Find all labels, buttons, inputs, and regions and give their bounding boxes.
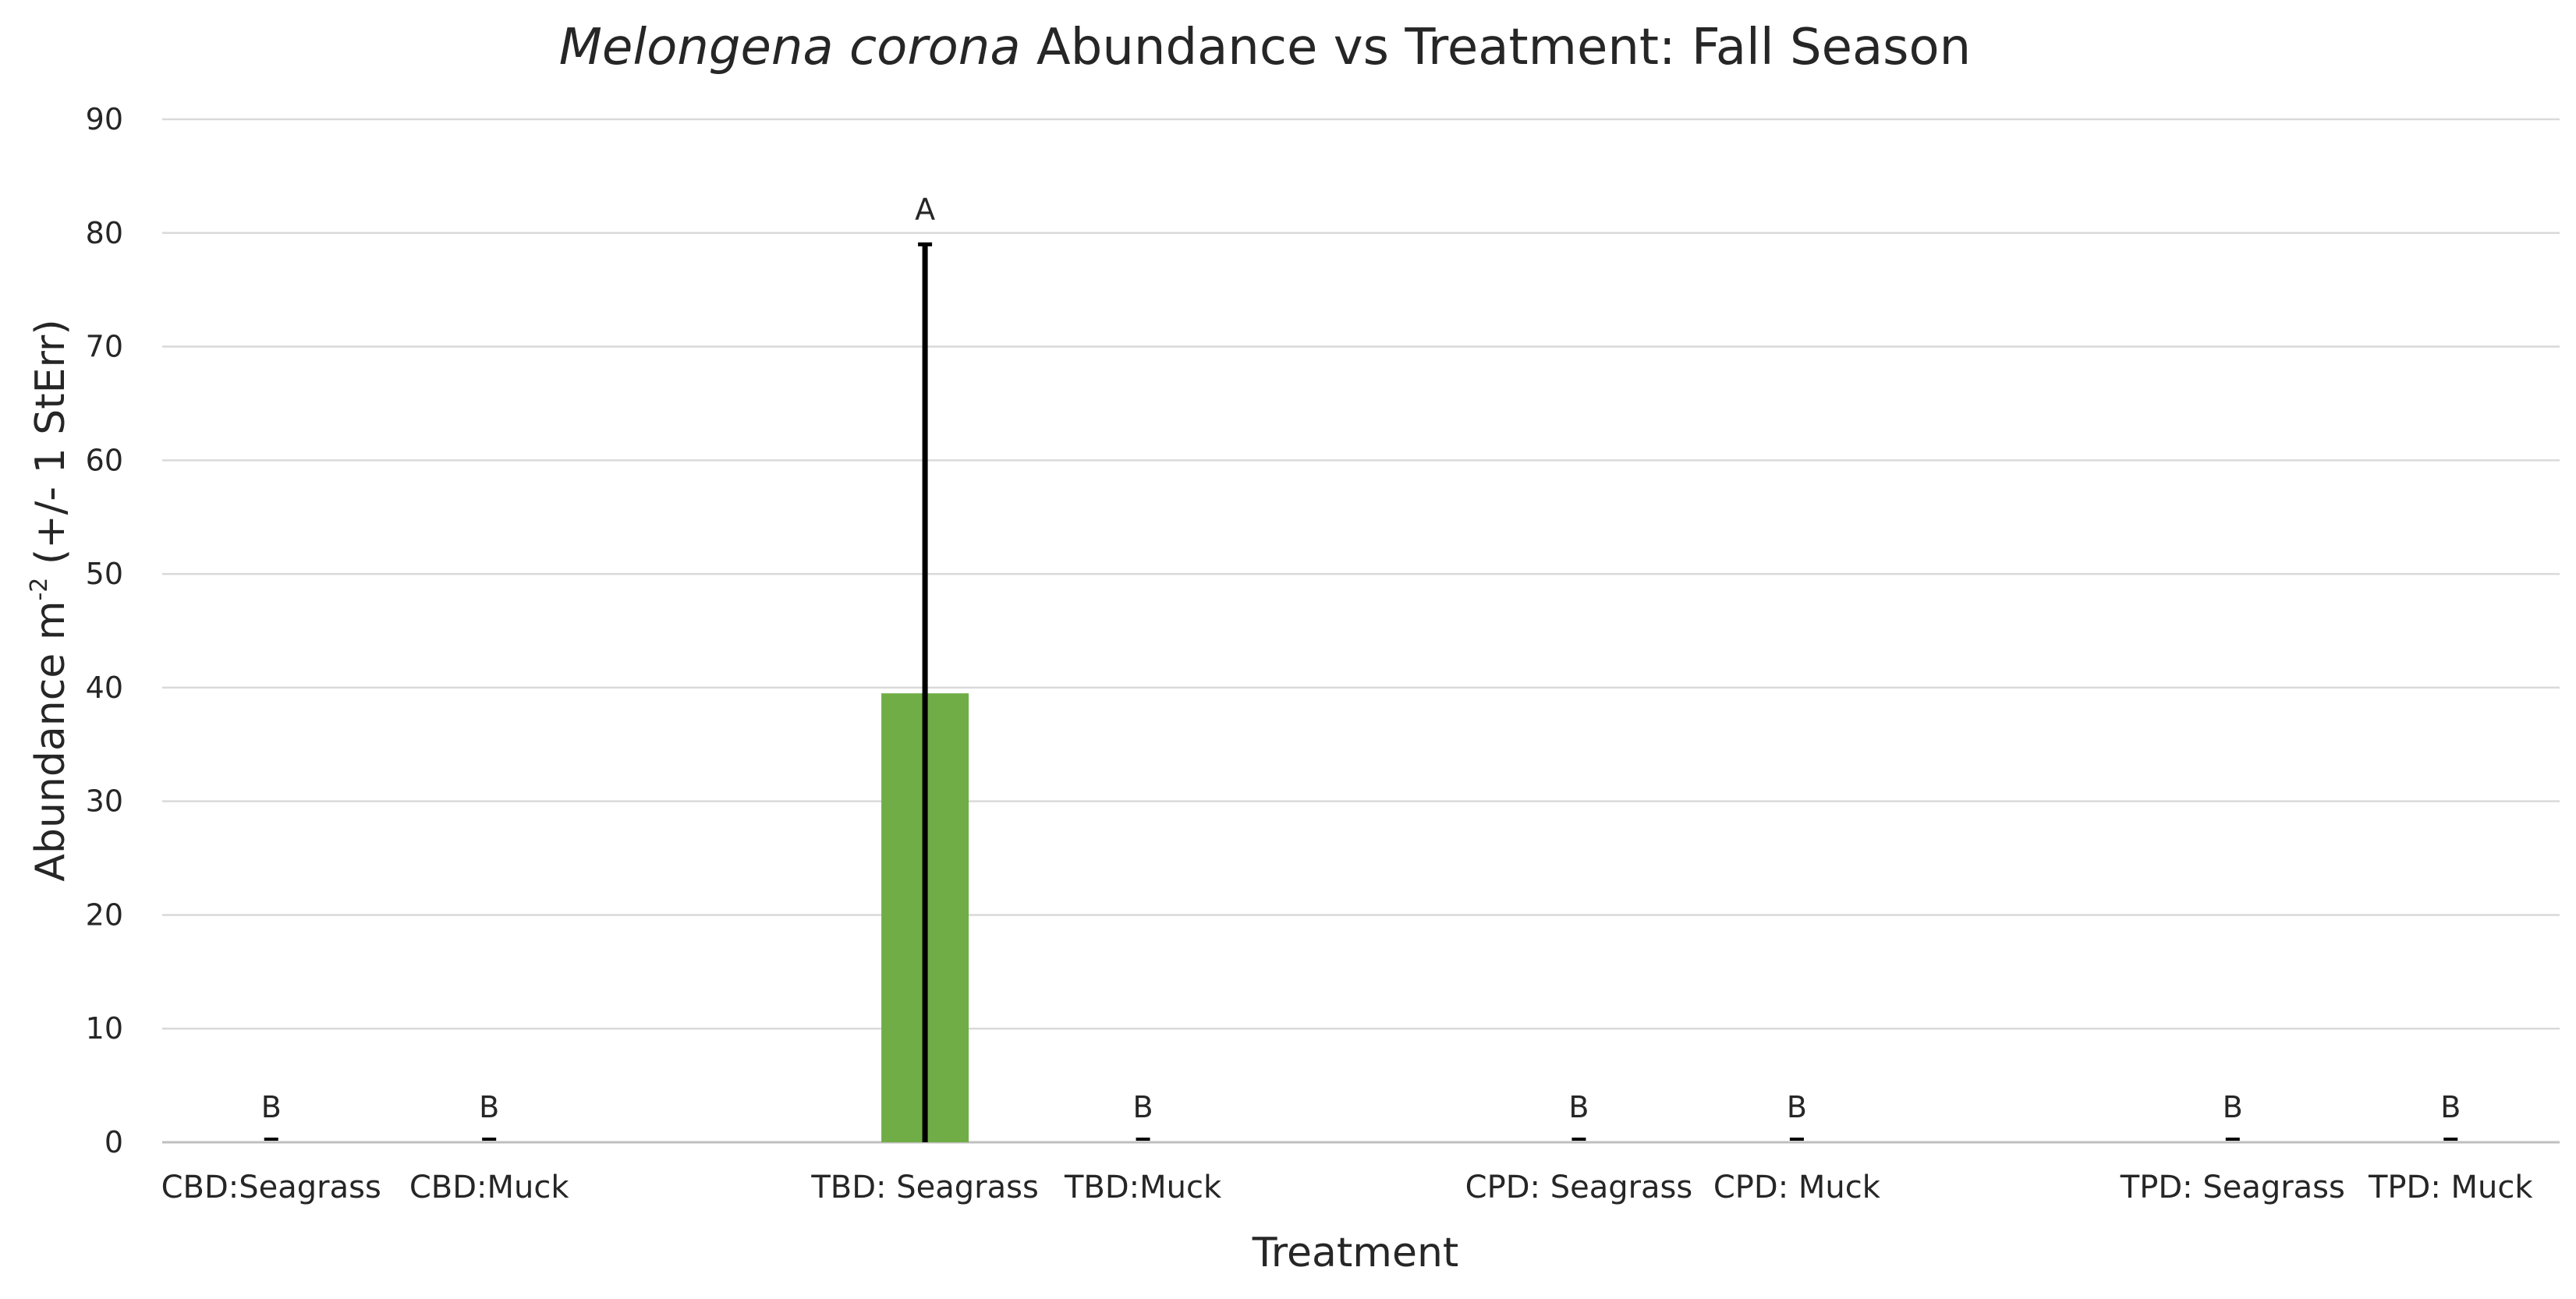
y-tick-label: 20: [86, 897, 123, 932]
y-tick-label: 70: [86, 330, 123, 364]
y-axis-ticks: 0 10 20 30 40 50 60 70 80 90: [86, 102, 123, 1159]
y-tick-label: 40: [86, 671, 123, 705]
y-tick-label: 0: [105, 1125, 123, 1159]
y-tick-label: 10: [86, 1011, 123, 1046]
y-tick-label: 60: [86, 443, 123, 477]
y-tick-label: 30: [86, 784, 123, 819]
gridlines: [162, 118, 2560, 1144]
chart-title: Melongena corona Abundance vs Treatment:…: [559, 19, 1971, 76]
significance-label: B: [1787, 1090, 1807, 1124]
y-tick-label: 80: [86, 216, 123, 250]
error-bars: [264, 242, 2458, 1142]
chart-title-italic: Melongena corona: [559, 19, 1021, 76]
x-axis-categories: CBD:Seagrass CBD:Muck TBD: Seagrass TBD:Muc…: [161, 1170, 2534, 1205]
x-tick-label: TBD: Seagrass: [810, 1170, 1038, 1205]
y-tick-label: 90: [86, 102, 123, 136]
x-tick-label: CPD: Muck: [1713, 1170, 1881, 1205]
significance-labels: B B A B B B B B: [261, 192, 2461, 1124]
y-axis-title-tail: (+/- 1 StErr): [27, 319, 74, 577]
significance-label: B: [479, 1090, 499, 1124]
significance-label: B: [2223, 1090, 2243, 1124]
chart-title-rest: Abundance vs Treatment: Fall Season: [1021, 19, 1972, 76]
x-tick-label: TPD: Seagrass: [2120, 1170, 2345, 1205]
y-tick-label: 50: [86, 557, 123, 591]
y-axis-title-main: Abundance m: [27, 601, 74, 882]
x-tick-label: CBD:Seagrass: [161, 1170, 381, 1205]
x-tick-label: CBD:Muck: [409, 1170, 570, 1205]
y-axis-title-sup: -2: [26, 578, 53, 601]
x-tick-label: TBD:Muck: [1064, 1170, 1222, 1205]
significance-label: A: [915, 192, 935, 226]
significance-label: B: [1133, 1090, 1153, 1124]
x-axis-title: Treatment: [1252, 1230, 1459, 1276]
significance-label: B: [261, 1090, 282, 1124]
x-tick-label: TPD: Muck: [2368, 1170, 2533, 1205]
x-tick-label: CPD: Seagrass: [1465, 1170, 1693, 1205]
significance-label: B: [2440, 1090, 2461, 1124]
significance-label: B: [1568, 1090, 1589, 1124]
y-axis-title: Abundance m-2 (+/- 1 StErr): [26, 319, 74, 881]
